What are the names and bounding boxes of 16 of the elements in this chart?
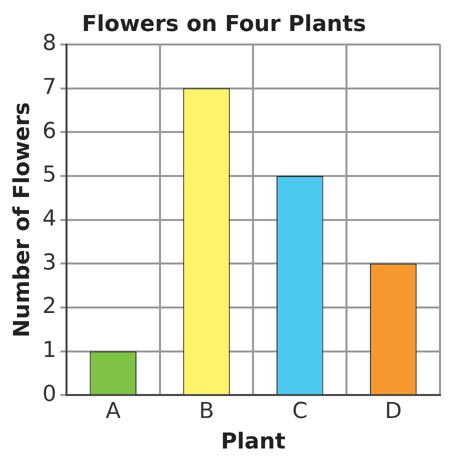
y-tick-label: 6 [42, 118, 56, 144]
x-tick-label: B [198, 399, 214, 424]
y-tick-label: 1 [42, 338, 56, 364]
y-tick-label: 5 [42, 162, 56, 188]
x-tick-label: C [292, 399, 308, 424]
chart-title: Flowers on Four Plants [82, 12, 366, 37]
y-tick-label: 8 [42, 31, 56, 56]
x-axis-title: Plant [220, 430, 286, 455]
y-tick-label: 2 [42, 294, 56, 320]
y-tick-label: 7 [42, 74, 56, 100]
y-tick-label: 4 [42, 206, 56, 232]
x-tick-label: A [106, 399, 121, 424]
y-axis-title: Number of Flowers [10, 102, 35, 338]
x-tick-label: D [384, 399, 402, 424]
y-tick-label: 0 [42, 382, 56, 407]
y-tick-label: 3 [42, 250, 56, 276]
